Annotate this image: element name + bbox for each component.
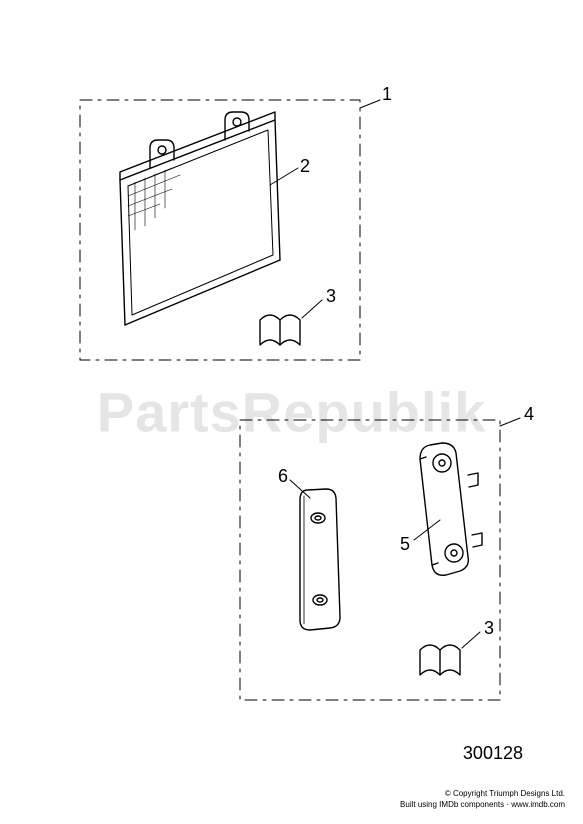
diagram-svg [0,0,583,824]
callout-3-lower: 3 [484,618,494,639]
diagram-canvas: PartsRepublik [0,0,583,824]
callout-5: 5 [400,534,410,555]
callout-4: 4 [524,404,534,425]
callout-3-upper: 3 [326,286,336,307]
drawing-number: 300128 [463,743,523,764]
callout-1: 1 [382,84,392,105]
copyright-footer: © Copyright Triumph Designs Ltd. Built u… [400,789,565,810]
copyright-line1: © Copyright Triumph Designs Ltd. [400,789,565,799]
callout-2: 2 [300,156,310,177]
callout-6: 6 [278,466,288,487]
copyright-line2: Built using IMDb components · www.imdb.c… [400,800,565,810]
